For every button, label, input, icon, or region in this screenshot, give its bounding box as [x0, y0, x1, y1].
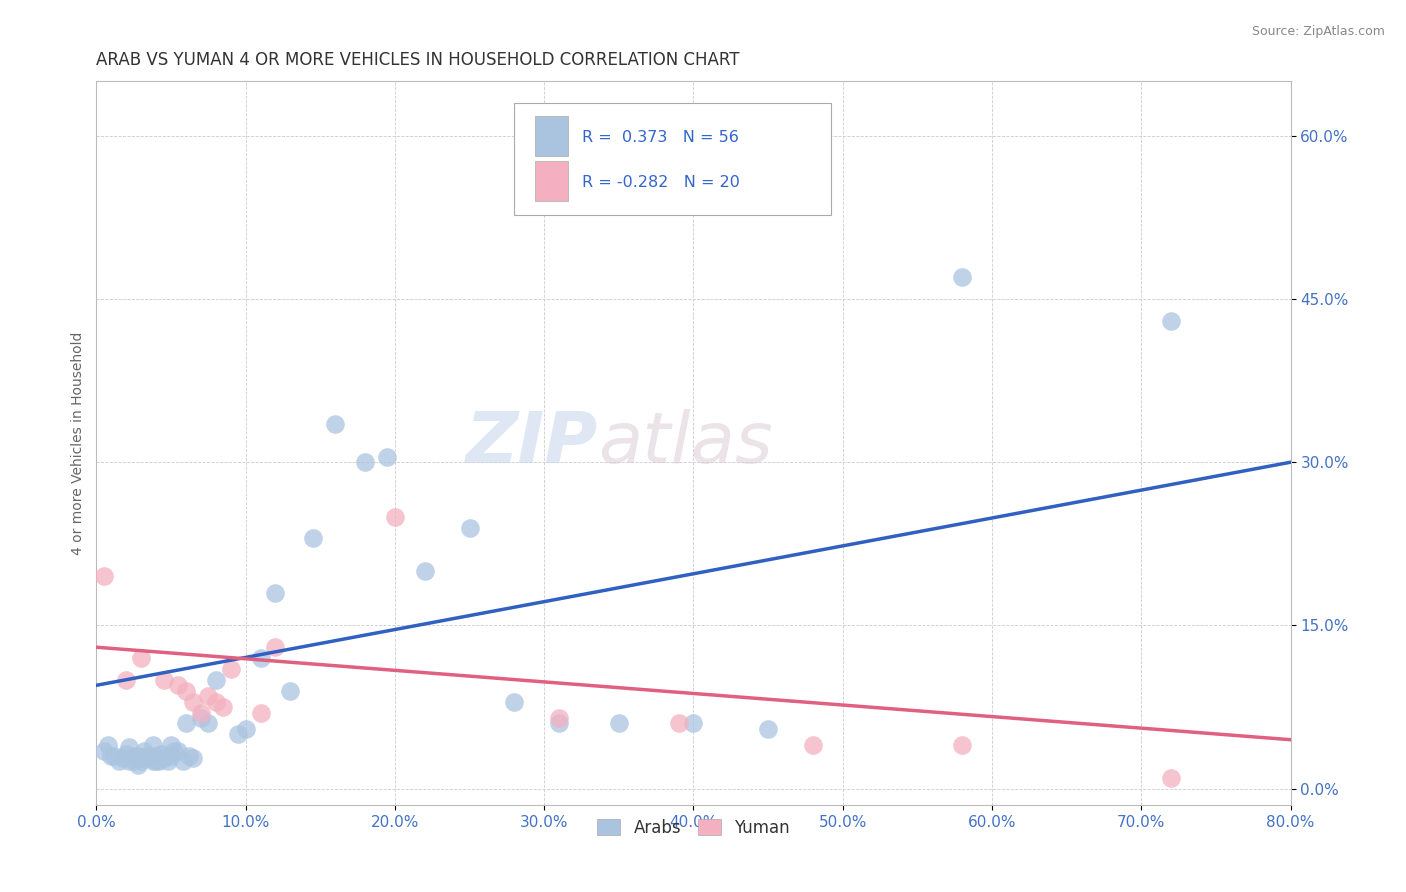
Text: R = -0.282   N = 20: R = -0.282 N = 20: [582, 175, 741, 190]
Point: [160, 749, 183, 764]
Point: [458, 520, 481, 534]
Text: atlas: atlas: [598, 409, 772, 478]
Point: [142, 738, 165, 752]
Point: [174, 716, 197, 731]
Point: [354, 455, 377, 469]
Point: [122, 749, 145, 764]
Point: [174, 683, 197, 698]
Point: [264, 586, 287, 600]
Point: [249, 706, 271, 720]
Point: [668, 716, 690, 731]
Point: [197, 716, 219, 731]
Point: [163, 743, 186, 757]
Point: [115, 747, 138, 761]
Point: [190, 711, 212, 725]
Point: [167, 743, 190, 757]
Point: [152, 751, 174, 765]
Point: [607, 716, 630, 731]
Point: [142, 755, 165, 769]
Point: [127, 757, 149, 772]
Point: [682, 716, 704, 731]
Point: [548, 711, 571, 725]
Point: [219, 662, 242, 676]
Point: [190, 706, 212, 720]
Point: [280, 683, 302, 698]
Point: [950, 270, 973, 285]
Point: [148, 755, 170, 769]
Point: [548, 716, 571, 731]
Point: [97, 738, 120, 752]
Point: [138, 749, 160, 764]
Point: [129, 651, 152, 665]
Point: [226, 727, 249, 741]
Point: [145, 755, 167, 769]
Point: [204, 673, 226, 687]
Point: [149, 747, 172, 761]
Point: [756, 722, 779, 736]
Point: [183, 751, 205, 765]
Point: [152, 673, 174, 687]
Point: [264, 640, 287, 655]
Point: [950, 738, 973, 752]
Point: [107, 755, 129, 769]
FancyBboxPatch shape: [515, 103, 831, 215]
Point: [156, 755, 179, 769]
Point: [93, 569, 115, 583]
Point: [129, 751, 152, 765]
Point: [197, 689, 219, 703]
Text: Source: ZipAtlas.com: Source: ZipAtlas.com: [1251, 25, 1385, 38]
Point: [112, 751, 135, 765]
Point: [118, 740, 141, 755]
Point: [160, 738, 183, 752]
Point: [134, 743, 156, 757]
Point: [127, 749, 149, 764]
Y-axis label: 4 or more Vehicles in Household: 4 or more Vehicles in Household: [72, 332, 86, 555]
Point: [235, 722, 257, 736]
FancyBboxPatch shape: [534, 116, 568, 156]
Point: [118, 755, 141, 769]
Point: [1160, 771, 1182, 785]
Point: [177, 749, 200, 764]
Point: [1160, 314, 1182, 328]
Point: [301, 532, 323, 546]
Point: [249, 651, 271, 665]
Point: [115, 673, 138, 687]
Point: [103, 749, 125, 764]
Point: [145, 749, 167, 764]
Point: [413, 564, 436, 578]
Point: [135, 749, 157, 764]
Point: [377, 450, 399, 464]
Point: [100, 749, 122, 764]
FancyBboxPatch shape: [534, 161, 568, 201]
Point: [167, 678, 190, 692]
Text: ZIP: ZIP: [465, 409, 598, 478]
Point: [183, 695, 205, 709]
Point: [129, 755, 152, 769]
Point: [323, 417, 346, 431]
Point: [122, 755, 145, 769]
Legend: Arabs, Yuman: Arabs, Yuman: [591, 813, 797, 844]
Point: [93, 743, 115, 757]
Point: [503, 695, 526, 709]
Point: [384, 509, 406, 524]
Point: [138, 751, 160, 765]
Point: [204, 695, 226, 709]
Point: [212, 700, 235, 714]
Point: [172, 755, 194, 769]
Text: ARAB VS YUMAN 4 OR MORE VEHICLES IN HOUSEHOLD CORRELATION CHART: ARAB VS YUMAN 4 OR MORE VEHICLES IN HOUS…: [97, 51, 740, 69]
Text: R =  0.373   N = 56: R = 0.373 N = 56: [582, 129, 740, 145]
Point: [801, 738, 824, 752]
